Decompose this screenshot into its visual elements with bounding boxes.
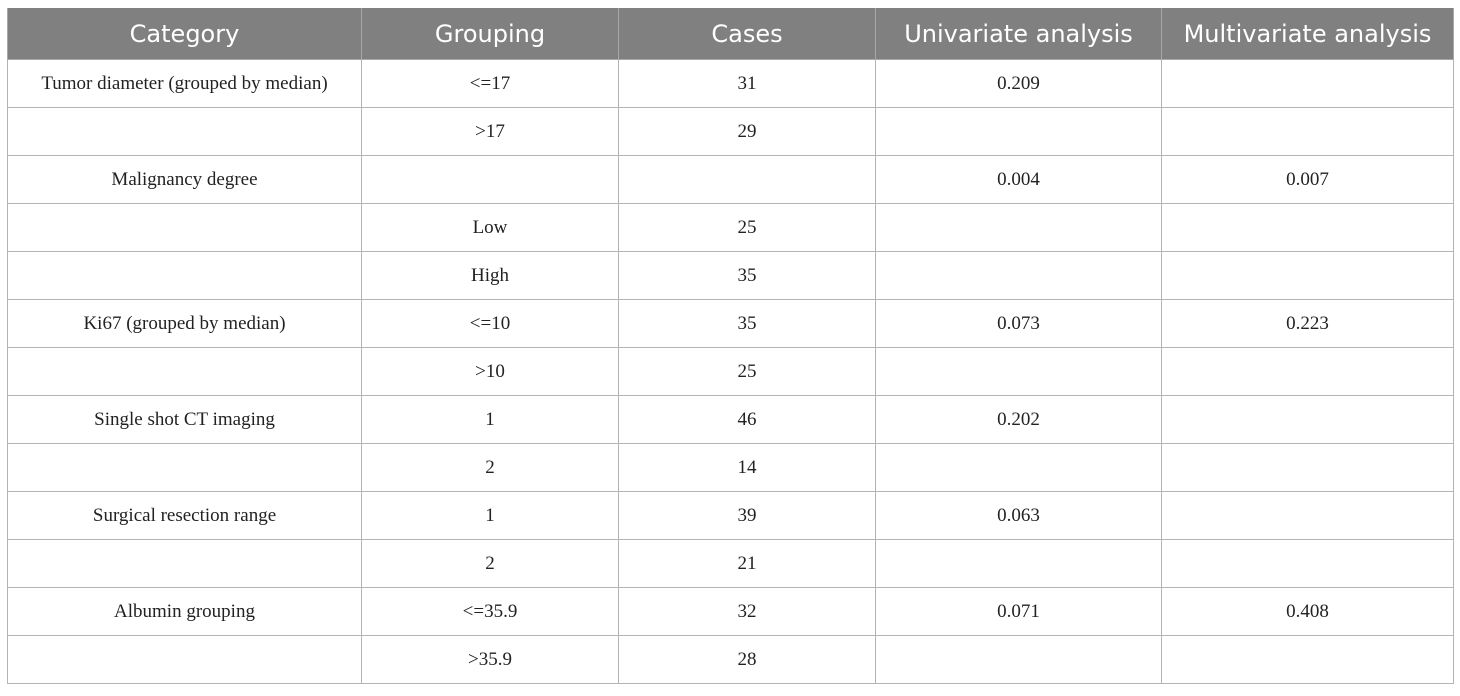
univariate-cell — [875, 107, 1162, 156]
table-body: Tumor diameter (grouped by median) <=17 31… — [7, 59, 1454, 684]
multivariate-cell: 0.408 — [1161, 587, 1454, 636]
grouping-cell: >35.9 — [361, 635, 619, 684]
table-row: Single shot CT imaging 1 46 0.202 — [7, 395, 1454, 444]
multivariate-cell: 0.223 — [1161, 299, 1454, 348]
category-cell: Surgical resection range — [7, 491, 362, 540]
cases-cell: 39 — [618, 491, 876, 540]
header-row: Category Grouping Cases Univariate analy… — [7, 8, 1454, 60]
header-cases: Cases — [618, 8, 876, 60]
category-cell: Tumor diameter (grouped by median) — [7, 59, 362, 108]
category-cell: Albumin grouping — [7, 587, 362, 636]
category-cell — [7, 107, 362, 156]
multivariate-cell — [1161, 395, 1454, 444]
table-row: >10 25 — [7, 347, 1454, 396]
univariate-cell: 0.004 — [875, 155, 1162, 204]
category-cell — [7, 347, 362, 396]
header-multivariate-analysis: Multivariate analysis — [1161, 8, 1454, 60]
univariate-cell: 0.209 — [875, 59, 1162, 108]
grouping-cell: 1 — [361, 395, 619, 444]
multivariate-cell — [1161, 539, 1454, 588]
category-cell: Malignancy degree — [7, 155, 362, 204]
table-row: Albumin grouping <=35.9 32 0.071 0.408 — [7, 587, 1454, 636]
header-univariate-analysis: Univariate analysis — [875, 8, 1162, 60]
univariate-cell: 0.202 — [875, 395, 1162, 444]
cases-cell: 21 — [618, 539, 876, 588]
category-cell — [7, 251, 362, 300]
table-row: Low 25 — [7, 203, 1454, 252]
cases-cell: 31 — [618, 59, 876, 108]
grouping-cell: 2 — [361, 539, 619, 588]
univariate-cell — [875, 539, 1162, 588]
cases-cell: 25 — [618, 203, 876, 252]
grouping-cell: <=10 — [361, 299, 619, 348]
grouping-cell: <=35.9 — [361, 587, 619, 636]
results-table-container: Category Grouping Cases Univariate analy… — [7, 8, 1454, 684]
category-cell: Ki67 (grouped by median) — [7, 299, 362, 348]
cases-cell: 46 — [618, 395, 876, 444]
table-row: Tumor diameter (grouped by median) <=17 31… — [7, 59, 1454, 108]
univariate-cell: 0.063 — [875, 491, 1162, 540]
header-category: Category — [7, 8, 362, 60]
table-row: High 35 — [7, 251, 1454, 300]
multivariate-cell — [1161, 635, 1454, 684]
category-cell — [7, 443, 362, 492]
results-table: Category Grouping Cases Univariate analy… — [7, 8, 1454, 684]
cases-cell — [618, 155, 876, 204]
grouping-cell: >10 — [361, 347, 619, 396]
table-row: 2 14 — [7, 443, 1454, 492]
grouping-cell: Low — [361, 203, 619, 252]
multivariate-cell — [1161, 203, 1454, 252]
category-cell — [7, 203, 362, 252]
table-row: Surgical resection range 1 39 0.063 — [7, 491, 1454, 540]
cases-cell: 25 — [618, 347, 876, 396]
multivariate-cell — [1161, 347, 1454, 396]
cases-cell: 35 — [618, 251, 876, 300]
univariate-cell — [875, 347, 1162, 396]
table-row: Malignancy degree 0.004 0.007 — [7, 155, 1454, 204]
grouping-cell: <=17 — [361, 59, 619, 108]
multivariate-cell — [1161, 443, 1454, 492]
grouping-cell: 2 — [361, 443, 619, 492]
header-grouping: Grouping — [361, 8, 619, 60]
cases-cell: 28 — [618, 635, 876, 684]
univariate-cell: 0.071 — [875, 587, 1162, 636]
category-cell — [7, 635, 362, 684]
cases-cell: 32 — [618, 587, 876, 636]
multivariate-cell — [1161, 491, 1454, 540]
univariate-cell — [875, 251, 1162, 300]
grouping-cell: >17 — [361, 107, 619, 156]
multivariate-cell — [1161, 59, 1454, 108]
table-row: >17 29 — [7, 107, 1454, 156]
univariate-cell — [875, 443, 1162, 492]
multivariate-cell — [1161, 107, 1454, 156]
cases-cell: 29 — [618, 107, 876, 156]
grouping-cell — [361, 155, 619, 204]
cases-cell: 35 — [618, 299, 876, 348]
grouping-cell: High — [361, 251, 619, 300]
table-header: Category Grouping Cases Univariate analy… — [7, 8, 1454, 60]
univariate-cell: 0.073 — [875, 299, 1162, 348]
table-row: >35.9 28 — [7, 635, 1454, 684]
table-row: Ki67 (grouped by median) <=10 35 0.073 0.223 — [7, 299, 1454, 348]
multivariate-cell — [1161, 251, 1454, 300]
table-row: 2 21 — [7, 539, 1454, 588]
cases-cell: 14 — [618, 443, 876, 492]
multivariate-cell: 0.007 — [1161, 155, 1454, 204]
univariate-cell — [875, 203, 1162, 252]
grouping-cell: 1 — [361, 491, 619, 540]
category-cell — [7, 539, 362, 588]
category-cell: Single shot CT imaging — [7, 395, 362, 444]
univariate-cell — [875, 635, 1162, 684]
